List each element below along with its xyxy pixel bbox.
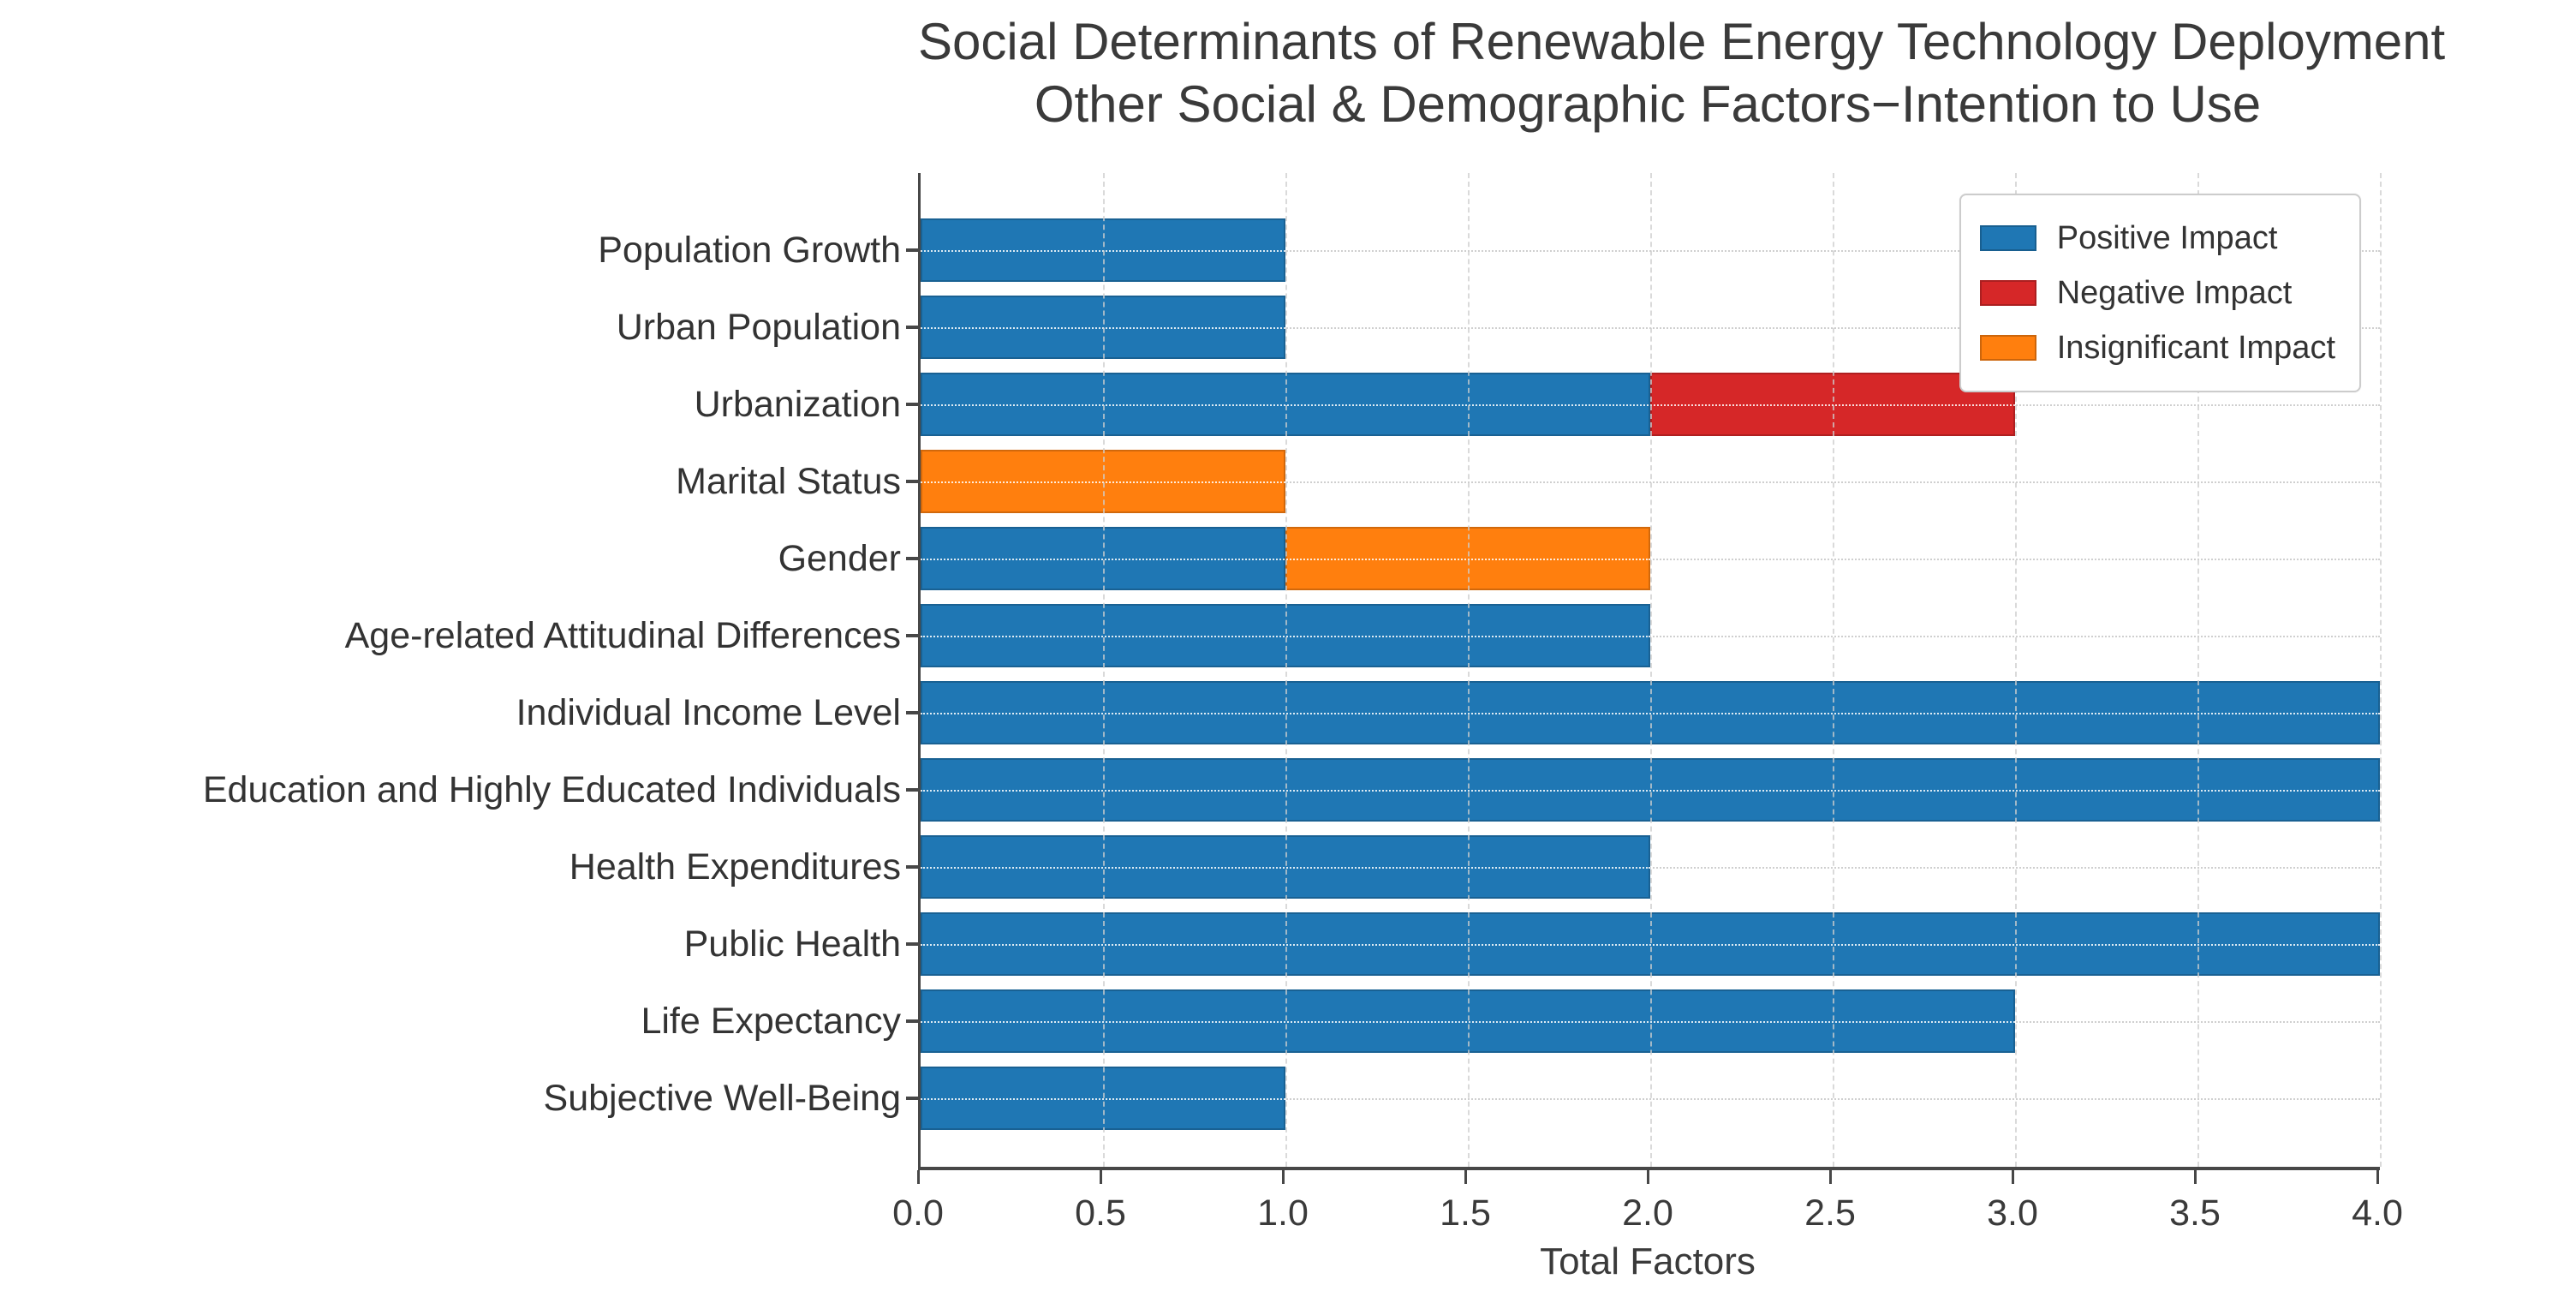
x-tick-mark — [2193, 1170, 2197, 1184]
x-tick-mark — [916, 1170, 920, 1184]
x-tick-label: 3.5 — [2169, 1192, 2221, 1234]
y-axis-label: Health Expenditures — [569, 846, 901, 888]
y-axis-label: Education and Highly Educated Individual… — [202, 769, 901, 810]
y-axis-label: Marital Status — [676, 461, 901, 502]
y-tick-mark — [906, 480, 918, 483]
chart-title: Social Determinants of Renewable Energy … — [918, 10, 2446, 135]
bar-row — [921, 674, 2380, 751]
x-tick-label: 0.0 — [892, 1192, 944, 1234]
x-tick-label: 1.5 — [1440, 1192, 1491, 1234]
y-axis-label: Life Expectancy — [641, 1001, 901, 1042]
y-tick-mark — [906, 403, 918, 406]
y-axis-label: Gender — [778, 538, 901, 579]
legend-swatch-positive-impact — [1979, 225, 2036, 251]
y-axis-label: Age-related Attitudinal Differences — [344, 615, 901, 656]
x-tick-mark — [1646, 1170, 1649, 1184]
vertical-gridline — [2380, 173, 2382, 1167]
legend: Positive Impact Negative Impact Insignific… — [1959, 194, 2361, 392]
x-tick-label: 4.0 — [2352, 1192, 2403, 1234]
chart-title-line2: Other Social & Demographic Factors−Inten… — [1034, 75, 2262, 133]
y-tick-mark — [906, 326, 918, 329]
legend-entry: Positive Impact — [1979, 211, 2335, 266]
bar-row — [921, 828, 2380, 906]
bar-center-gridline — [921, 636, 1650, 637]
bar-row — [921, 443, 2380, 520]
y-tick-mark — [906, 634, 918, 637]
bar-center-gridline — [921, 944, 2380, 946]
bar-row — [921, 597, 2380, 674]
bar-row — [921, 1060, 2380, 1137]
legend-label: Positive Impact — [2056, 219, 2278, 256]
bar-center-gridline — [921, 481, 1285, 483]
y-tick-mark — [906, 1019, 918, 1023]
y-tick-mark — [906, 1097, 918, 1100]
y-axis-label: Public Health — [683, 923, 901, 965]
x-tick-label: 3.0 — [1987, 1192, 2038, 1234]
bar-center-gridline — [921, 790, 2380, 792]
bar-center-gridline — [921, 1098, 1285, 1100]
x-tick-mark — [1828, 1170, 1832, 1184]
x-tick-mark — [1464, 1170, 1467, 1184]
bar-row — [921, 983, 2380, 1060]
bar-center-gridline — [921, 713, 2380, 714]
bar-center-gridline — [921, 867, 1650, 869]
chart-title-line1: Social Determinants of Renewable Energy … — [918, 13, 2446, 70]
legend-entry: Insignificant Impact — [1979, 320, 2335, 375]
x-tick-label: 2.0 — [1622, 1192, 1673, 1234]
y-tick-mark — [906, 788, 918, 792]
y-tick-mark — [906, 942, 918, 946]
legend-entry: Negative Impact — [1979, 266, 2335, 320]
bar-center-gridline — [921, 327, 1285, 329]
y-tick-mark — [906, 865, 918, 869]
x-tick-mark — [1281, 1170, 1285, 1184]
plot-area: Positive Impact Negative Impact Insignific… — [918, 173, 2382, 1170]
bar-center-gridline — [921, 404, 2015, 406]
legend-label: Insignificant Impact — [2056, 329, 2335, 366]
y-tick-mark — [906, 248, 918, 252]
y-axis-label: Subjective Well-Being — [543, 1078, 901, 1119]
y-tick-mark — [906, 711, 918, 714]
x-tick-label: 2.5 — [1804, 1192, 1856, 1234]
bar-row — [921, 751, 2380, 828]
x-tick-label: 0.5 — [1075, 1192, 1126, 1234]
x-tick-mark — [1099, 1170, 1102, 1184]
legend-label: Negative Impact — [2056, 274, 2293, 311]
bar-center-gridline — [921, 559, 1650, 560]
legend-swatch-negative-impact — [1979, 280, 2036, 306]
bar-center-gridline — [921, 250, 1285, 252]
y-tick-mark — [906, 557, 918, 560]
x-axis-label: Total Factors — [1540, 1240, 1756, 1282]
bar-row — [921, 906, 2380, 983]
bar-center-gridline — [921, 1021, 2015, 1023]
x-tick-mark — [2011, 1170, 2014, 1184]
y-axis-label: Population Growth — [598, 230, 901, 271]
y-axis-label: Urban Population — [616, 307, 901, 348]
x-tick-label: 1.0 — [1257, 1192, 1309, 1234]
y-axis-label: Individual Income Level — [516, 692, 901, 733]
y-axis-label: Urbanization — [694, 384, 901, 425]
bar-row — [921, 520, 2380, 597]
legend-swatch-insignificant-impact — [1979, 335, 2036, 361]
x-tick-mark — [2376, 1170, 2379, 1184]
